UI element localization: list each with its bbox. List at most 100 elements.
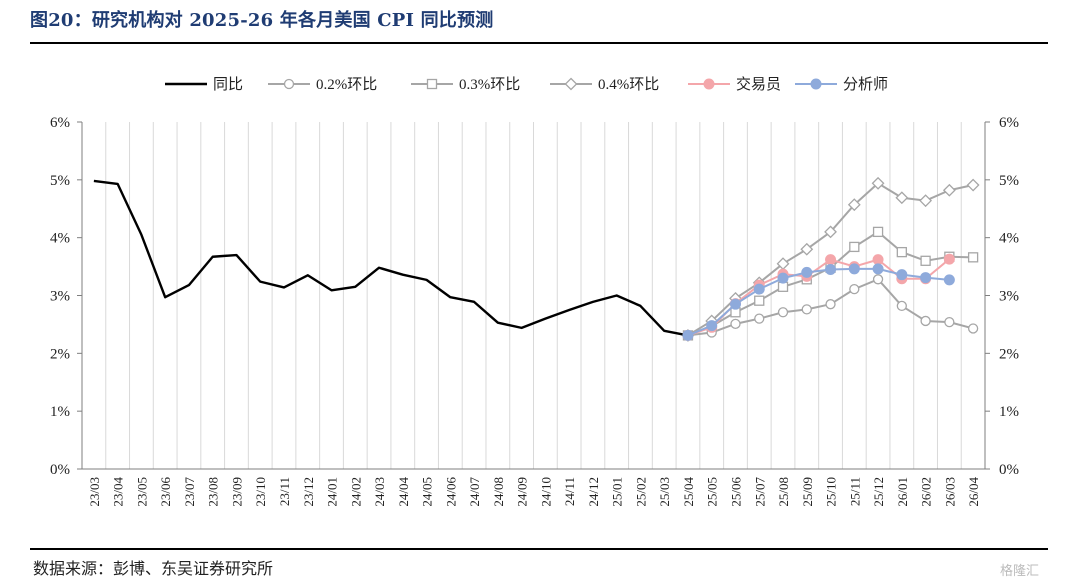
x-tick-label: 25/05 (705, 477, 720, 507)
y-tick-label-right: 1% (999, 404, 1019, 420)
y-tick-label-right: 3% (999, 289, 1019, 305)
legend-item: 0.3%环比 (411, 76, 520, 93)
marker-diamond (919, 194, 933, 208)
marker-square (777, 281, 789, 292)
y-tick-label-left: 4% (50, 231, 70, 247)
marker-diamond (966, 178, 980, 192)
series-5 (682, 263, 955, 341)
marker-circle (849, 283, 860, 295)
x-tick-label: 23/08 (206, 477, 221, 507)
marker-circle (730, 318, 741, 329)
marker-square (754, 295, 765, 306)
marker-diamond (871, 176, 885, 190)
marker-dot (943, 274, 955, 286)
x-tick-label: 25/07 (752, 477, 767, 507)
marker-circle (920, 315, 931, 327)
x-tick-label: 25/10 (824, 477, 839, 507)
x-tick-label: 23/03 (87, 477, 102, 507)
marker-diamond (847, 198, 861, 212)
x-tick-label: 25/08 (776, 477, 791, 507)
x-tick-label: 24/12 (586, 477, 601, 507)
marker-dot (682, 329, 694, 341)
marker-dot (848, 263, 860, 275)
marker-dot (943, 253, 955, 265)
axes-layer: 0% 0% 1% 1% 2% 2% 3% 3% 4% 4% 5% 5% 6% 6% 23/03 23/04 23… (50, 115, 1019, 507)
grid-layer (81, 122, 986, 469)
legend-label: 0.2%环比 (316, 76, 377, 93)
x-tick-label: 25/11 (847, 477, 862, 506)
series-line (93, 179, 689, 337)
x-tick-label: 24/03 (372, 477, 387, 507)
marker-diamond (942, 183, 956, 197)
marker-circle (754, 313, 765, 324)
y-tick-label-right: 6% (999, 115, 1019, 131)
x-tick-label: 23/12 (301, 477, 316, 507)
figure-title: 图20：研究机构对 2025-26 年各月美国 CPI 同比预测 (30, 10, 494, 31)
marker-dot (896, 269, 908, 281)
legend-item: 分析师 (795, 76, 888, 93)
series-2 (682, 226, 979, 341)
marker-dot (872, 263, 884, 275)
x-tick-label: 25/02 (633, 477, 648, 507)
x-tick-label: 24/02 (348, 477, 363, 507)
marker-square (896, 246, 907, 258)
marker-dot (825, 263, 837, 275)
x-tick-label: 23/05 (134, 477, 149, 507)
legend-label: 0.4%环比 (598, 76, 659, 93)
y-tick-label-left: 2% (50, 346, 70, 362)
y-tick-label-left: 6% (50, 115, 70, 131)
marker-circle (872, 274, 884, 285)
marker-dot (777, 272, 789, 284)
x-tick-label: 26/01 (895, 477, 910, 507)
legend-item: 同比 (165, 76, 243, 93)
marker-dot (703, 78, 715, 90)
x-tick-label: 23/10 (253, 477, 268, 507)
marker-diamond (800, 242, 814, 256)
marker-square (920, 255, 931, 266)
marker-circle (283, 78, 295, 90)
marker-square (849, 241, 860, 253)
marker-square (872, 226, 884, 238)
bottom-rule (30, 548, 1048, 550)
marker-dot (729, 298, 741, 310)
marker-dot (810, 78, 822, 90)
marker-dot (825, 254, 837, 266)
marker-square (967, 252, 979, 263)
marker-dot (706, 320, 718, 332)
legend: 同比 0.2%环比 0.3%环比 0.4%环比 交易员 分析师 (165, 75, 888, 93)
x-tick-label: 23/06 (158, 477, 173, 507)
marker-dot (872, 254, 884, 266)
x-tick-label: 24/08 (491, 477, 506, 507)
x-tick-label: 24/04 (396, 477, 411, 507)
data-source-note: 数据来源：彭博、东吴证券研究所 (33, 559, 274, 578)
series-0 (93, 179, 689, 337)
x-tick-label: 25/03 (657, 477, 672, 507)
y-tick-label-left: 1% (50, 404, 70, 420)
x-tick-label: 23/07 (182, 477, 197, 507)
x-tick-label: 25/04 (681, 477, 696, 507)
marker-square (426, 78, 438, 90)
x-tick-label: 24/09 (515, 477, 530, 507)
y-tick-label-right: 2% (999, 346, 1019, 362)
legend-label: 交易员 (736, 75, 781, 93)
x-tick-label: 25/09 (800, 477, 815, 507)
marker-circle (896, 300, 907, 312)
x-tick-label: 23/04 (111, 477, 126, 507)
x-tick-label: 26/03 (942, 477, 957, 507)
x-tick-label: 24/07 (467, 477, 482, 507)
marker-circle (944, 316, 955, 328)
marker-diamond (824, 225, 837, 239)
x-tick-label: 25/06 (728, 477, 743, 507)
y-tick-label-left: 3% (50, 289, 70, 305)
legend-item: 0.4%环比 (550, 76, 659, 93)
legend-label: 0.3%环比 (459, 76, 520, 93)
y-tick-label-left: 0% (50, 462, 70, 478)
y-tick-label-right: 0% (999, 462, 1019, 478)
marker-dot (801, 266, 813, 278)
x-tick-label: 24/06 (443, 477, 458, 507)
x-tick-label: 23/09 (229, 477, 244, 507)
x-tick-label: 24/01 (325, 477, 340, 507)
legend-label: 分析师 (843, 76, 888, 93)
series-1 (682, 274, 979, 341)
